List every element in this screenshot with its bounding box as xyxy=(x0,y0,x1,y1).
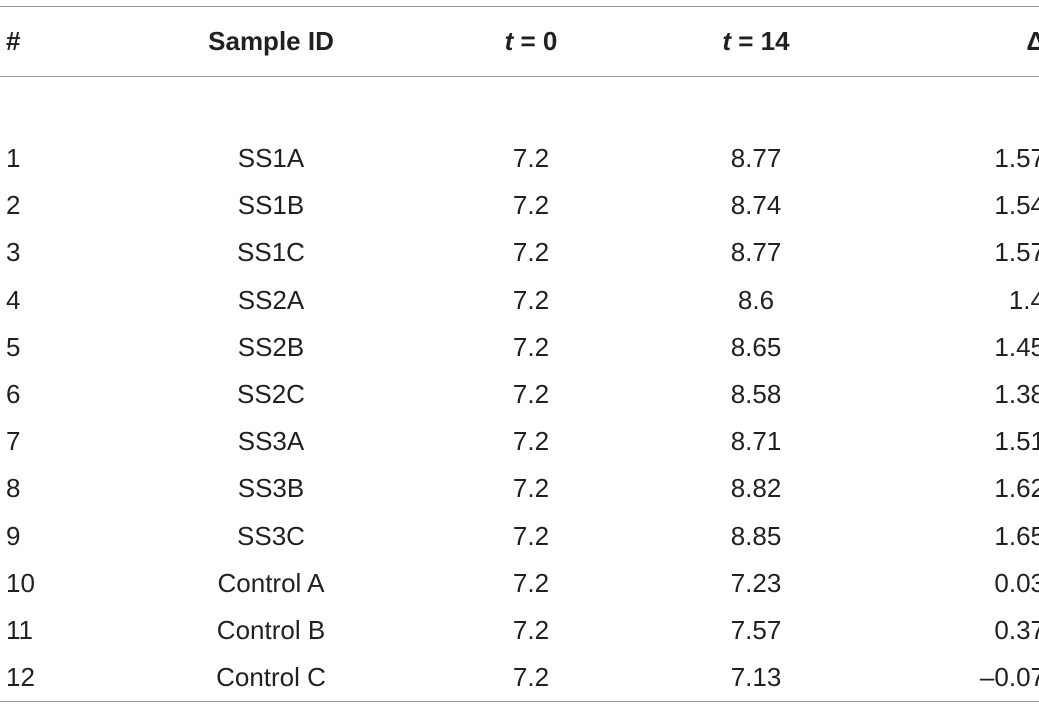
table-row: 6 SS2C 7.2 8.58 1.38 xyxy=(0,371,1039,418)
cell-sample-id: SS2B xyxy=(237,331,305,362)
cell-t0: 7.2 xyxy=(512,567,550,598)
cell-t14: 8.6 xyxy=(737,284,775,315)
table-header: # Sample ID t = 0 t = 14 Δ xyxy=(0,6,1039,77)
cell-t0: 7.2 xyxy=(512,190,550,221)
cell-num: 2 xyxy=(6,190,21,221)
cell-t14: 8.58 xyxy=(730,379,782,410)
header-t0: t = 0 xyxy=(466,7,596,77)
table-row: 7 SS3A 7.2 8.71 1.51 xyxy=(0,418,1039,465)
cell-t14: 8.74 xyxy=(730,190,782,221)
cell-delta: 1.54 xyxy=(994,190,1039,221)
cell-t14: 8.85 xyxy=(730,520,782,551)
cell-t0: 7.2 xyxy=(512,473,550,504)
cell-delta: 1.51 xyxy=(994,426,1039,457)
cell-num: 5 xyxy=(6,331,21,362)
header-t0-var: t xyxy=(504,26,514,56)
cell-delta: 1.62 xyxy=(994,473,1039,504)
cell-sample-id: Control A xyxy=(217,567,325,598)
cell-t0: 7.2 xyxy=(512,661,550,692)
cell-delta: 1.4 xyxy=(1008,284,1039,315)
cell-delta: 0.37 xyxy=(994,614,1039,645)
cell-t0: 7.2 xyxy=(512,614,550,645)
cell-delta: 1.57 xyxy=(994,237,1039,268)
cell-t0: 7.2 xyxy=(512,143,550,174)
cell-delta: 1.65 xyxy=(994,520,1039,551)
cell-delta: 1.45 xyxy=(994,331,1039,362)
cell-sample-id: Control B xyxy=(216,614,326,645)
cell-t0: 7.2 xyxy=(512,520,550,551)
cell-delta: –0.07 xyxy=(979,661,1039,692)
table-row: 10 Control A 7.2 7.23 0.03 xyxy=(0,560,1039,607)
cell-t14: 8.82 xyxy=(730,473,782,504)
header-num: # xyxy=(6,26,21,56)
table-row: 4 SS2A 7.2 8.6 1.4 xyxy=(0,277,1039,324)
table-row: 12 Control C 7.2 7.13 –0.07 xyxy=(0,654,1039,702)
table-row: 8 SS3B 7.2 8.82 1.62 xyxy=(0,465,1039,512)
table-row: 3 SS1C 7.2 8.77 1.57 xyxy=(0,229,1039,276)
cell-t14: 8.65 xyxy=(730,331,782,362)
cell-sample-id: SS2C xyxy=(237,379,305,410)
cell-t0: 7.2 xyxy=(512,237,550,268)
cell-t0: 7.2 xyxy=(512,379,550,410)
spacer-row xyxy=(0,77,1039,136)
cell-num: 11 xyxy=(6,614,33,645)
header-t14-var: t xyxy=(722,26,732,56)
header-t14-rest: = 14 xyxy=(731,26,790,56)
cell-num: 6 xyxy=(6,379,21,410)
cell-sample-id: Control C xyxy=(216,661,326,692)
cell-t0: 7.2 xyxy=(512,284,550,315)
cell-sample-id: SS2A xyxy=(237,284,305,315)
cell-t0: 7.2 xyxy=(512,331,550,362)
cell-t14: 8.71 xyxy=(730,426,782,457)
cell-t14: 7.13 xyxy=(730,661,782,692)
header-t0-rest: = 0 xyxy=(513,26,558,56)
cell-num: 7 xyxy=(6,426,21,457)
table-row: 9 SS3C 7.2 8.85 1.65 xyxy=(0,513,1039,560)
header-row: # Sample ID t = 0 t = 14 Δ xyxy=(0,6,1039,77)
cell-num: 9 xyxy=(6,520,21,551)
cell-num: 4 xyxy=(6,284,21,315)
cell-sample-id: SS3A xyxy=(237,426,305,457)
table-row: 11 Control B 7.2 7.57 0.37 xyxy=(0,607,1039,654)
cell-sample-id: SS1C xyxy=(237,237,305,268)
cell-t14: 8.77 xyxy=(730,143,782,174)
cell-sample-id: SS3B xyxy=(237,473,305,504)
table-row: 1 SS1A 7.2 8.77 1.57 xyxy=(0,135,1039,182)
table-row: 5 SS2B 7.2 8.65 1.45 xyxy=(0,324,1039,371)
table-body: 1 SS1A 7.2 8.77 1.57 2 SS1B 7.2 8.74 1.54 3 SS1C 7.2… xyxy=(0,77,1039,702)
cell-delta: 1.57 xyxy=(994,143,1039,174)
cell-num: 12 xyxy=(6,661,35,692)
header-sample-id: Sample ID xyxy=(208,26,334,56)
cell-sample-id: SS3C xyxy=(237,520,305,551)
cell-num: 3 xyxy=(6,237,21,268)
spacer-cell xyxy=(0,77,1039,136)
cell-sample-id: SS1A xyxy=(237,143,305,174)
cell-num: 10 xyxy=(6,567,35,598)
header-t14: t = 14 xyxy=(596,7,916,77)
cell-num: 1 xyxy=(6,143,21,174)
cell-t14: 7.23 xyxy=(730,567,782,598)
table-row: 2 SS1B 7.2 8.74 1.54 xyxy=(0,182,1039,229)
cell-delta: 1.38 xyxy=(994,379,1039,410)
cell-t0: 7.2 xyxy=(512,426,550,457)
data-table: # Sample ID t = 0 t = 14 Δ 1 SS1A 7.2 8.77 1… xyxy=(0,6,1039,702)
cell-t14: 7.57 xyxy=(730,614,782,645)
cell-delta: 0.03 xyxy=(994,567,1039,598)
cell-num: 8 xyxy=(6,473,21,504)
header-delta: Δ xyxy=(1026,26,1039,56)
cell-t14: 8.77 xyxy=(730,237,782,268)
cell-sample-id: SS1B xyxy=(237,190,305,221)
